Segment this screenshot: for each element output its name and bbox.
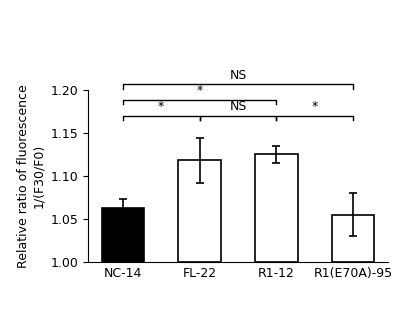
- Bar: [255, 154, 298, 262]
- Text: *: *: [312, 100, 318, 113]
- Text: *: *: [158, 100, 164, 113]
- Bar: [178, 160, 221, 262]
- Y-axis label: Relative ratio of fluorescence
1/(F30/F0): Relative ratio of fluorescence 1/(F30/F0…: [17, 84, 45, 268]
- Bar: [332, 215, 374, 262]
- Text: *: *: [196, 84, 203, 97]
- Text: NS: NS: [229, 69, 247, 82]
- Bar: [102, 208, 144, 262]
- Text: NS: NS: [229, 100, 247, 113]
